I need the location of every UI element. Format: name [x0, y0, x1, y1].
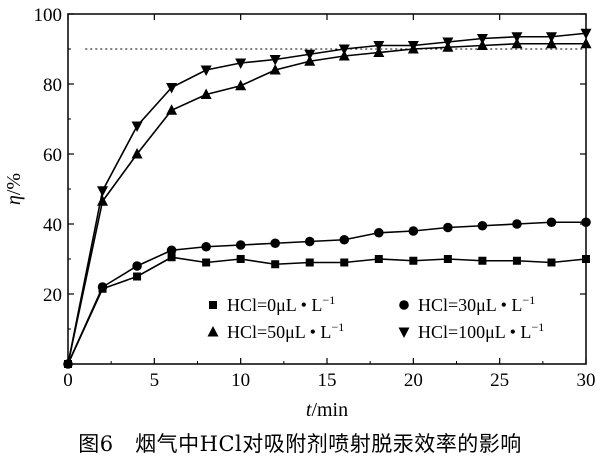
data-point-square: [512, 256, 521, 265]
data-point-triangle-up: [580, 37, 592, 49]
x-tick-label: 5: [150, 370, 160, 391]
data-point-circle: [581, 217, 591, 228]
data-point-square: [167, 253, 176, 262]
data-point-circle: [408, 226, 419, 236]
data-point-triangle-down: [200, 65, 212, 76]
legend-item-triangle-down: HCl=100μL • L−1: [398, 320, 544, 342]
chart: 0 5 10 15 20 25 30 20 40 60 80 100 t/min η/% HCl=0μ…: [3, 5, 596, 421]
axis-ticks: 0 5 10 15 20 25 30 20 40 60 80 100: [34, 5, 596, 391]
data-point-triangle-up: [338, 50, 350, 61]
data-point-triangle-up: [545, 37, 557, 49]
data-point-square: [547, 258, 556, 267]
legend-marker-triangle-up: [207, 326, 219, 337]
legend-marker-square: [209, 301, 217, 309]
data-point-circle: [270, 238, 281, 249]
y-axis-title: η/%: [3, 173, 25, 205]
x-tick-label: 10: [231, 370, 250, 391]
caption-text: 烟气中HCl对吸附剂喷射脱汞效率的影响: [135, 432, 522, 456]
data-point-triangle-down: [476, 34, 488, 45]
series-line-circle: [67, 221, 586, 365]
legend-item-triangle-up: HCl=50μL • L−1: [207, 320, 344, 342]
legend-marker-circle: [399, 300, 409, 310]
legend-item-square: HCl=0μL • L−1: [209, 293, 335, 315]
data-point-square: [582, 255, 590, 263]
series-line-triangle-down: [67, 32, 587, 365]
y-tick-label: 60: [43, 145, 62, 166]
caption-label: 图6: [78, 432, 114, 456]
x-tick-label: 15: [318, 370, 337, 391]
legend-label: HCl=30μL • L−1: [418, 293, 535, 315]
legend-marker-triangle-down: [398, 327, 410, 338]
legend-label: HCl=100μL • L−1: [418, 320, 544, 342]
data-point-triangle-down: [580, 28, 592, 40]
data-point-circle: [304, 236, 315, 247]
data-point-square: [271, 260, 280, 269]
data-point-square: [478, 256, 487, 265]
data-point-square: [133, 272, 142, 281]
data-point-triangle-up: [511, 37, 523, 49]
y-tick-label: 80: [43, 75, 62, 96]
x-tick-label: 0: [63, 370, 73, 391]
data-point-circle: [546, 217, 557, 228]
data-point-triangle-down: [235, 58, 247, 69]
y-tick-label: 20: [43, 285, 62, 306]
data-point-square: [305, 258, 314, 267]
series-triangle-down: [64, 28, 592, 368]
data-point-triangle-down: [131, 121, 143, 132]
data-point-circle: [512, 219, 522, 229]
data-point-circle: [166, 245, 177, 256]
data-point-triangle-down: [166, 83, 178, 94]
x-tick-label: 30: [577, 370, 596, 391]
data-point-triangle-down: [64, 360, 72, 368]
data-point-triangle-up: [304, 55, 316, 66]
legend-item-circle: HCl=30μL • L−1: [399, 293, 535, 315]
data-point-triangle-down: [545, 32, 557, 43]
data-point-circle: [477, 220, 488, 231]
data-point-triangle-up: [131, 148, 143, 159]
x-axis-title: t/min: [306, 399, 348, 421]
y-tick-label: 100: [34, 5, 63, 26]
legend: HCl=0μL • L−1 HCl=30μL • L−1 HCl=50μL • L−…: [207, 293, 544, 342]
data-point-square: [443, 255, 452, 263]
legend-label: HCl=50μL • L−1: [227, 320, 344, 342]
data-point-triangle-up: [476, 39, 488, 50]
data-point-circle: [339, 234, 350, 245]
series-triangle-up: [64, 37, 592, 368]
data-point-triangle-down: [407, 41, 419, 52]
data-point-triangle-up: [200, 88, 212, 99]
data-point-circle: [443, 222, 453, 233]
series-circle: [63, 217, 591, 369]
data-point-triangle-down: [269, 55, 281, 66]
data-point-circle: [132, 261, 142, 271]
data-point-triangle-down: [511, 32, 523, 43]
series-line-square: [67, 256, 587, 365]
data-point-triangle-down: [373, 41, 385, 52]
data-point-triangle-down: [97, 186, 109, 197]
series-group: [63, 28, 592, 369]
data-point-circle: [374, 227, 384, 238]
data-point-triangle-up: [373, 46, 385, 57]
data-point-triangle-up: [269, 64, 281, 75]
data-point-triangle-down: [304, 49, 316, 61]
data-point-square: [202, 258, 211, 267]
data-point-triangle-up: [235, 79, 247, 91]
data-point-square: [374, 255, 383, 263]
data-point-triangle-down: [442, 37, 454, 48]
data-point-square: [409, 256, 418, 265]
figure-caption: 图6 烟气中HCl对吸附剂喷射脱汞效率的影响: [0, 428, 600, 458]
legend-label: HCl=0μL • L−1: [227, 293, 335, 315]
data-point-circle: [201, 241, 211, 252]
x-tick-label: 20: [404, 370, 423, 391]
y-tick-label: 40: [43, 215, 62, 236]
data-point-circle: [235, 240, 246, 250]
data-point-triangle-up: [166, 104, 178, 115]
data-point-square: [236, 255, 245, 263]
data-point-square: [340, 258, 349, 267]
data-point-circle: [97, 282, 108, 292]
data-point-triangle-down: [338, 44, 350, 55]
series-line-triangle-up: [67, 42, 586, 365]
x-tick-label: 25: [490, 370, 509, 391]
